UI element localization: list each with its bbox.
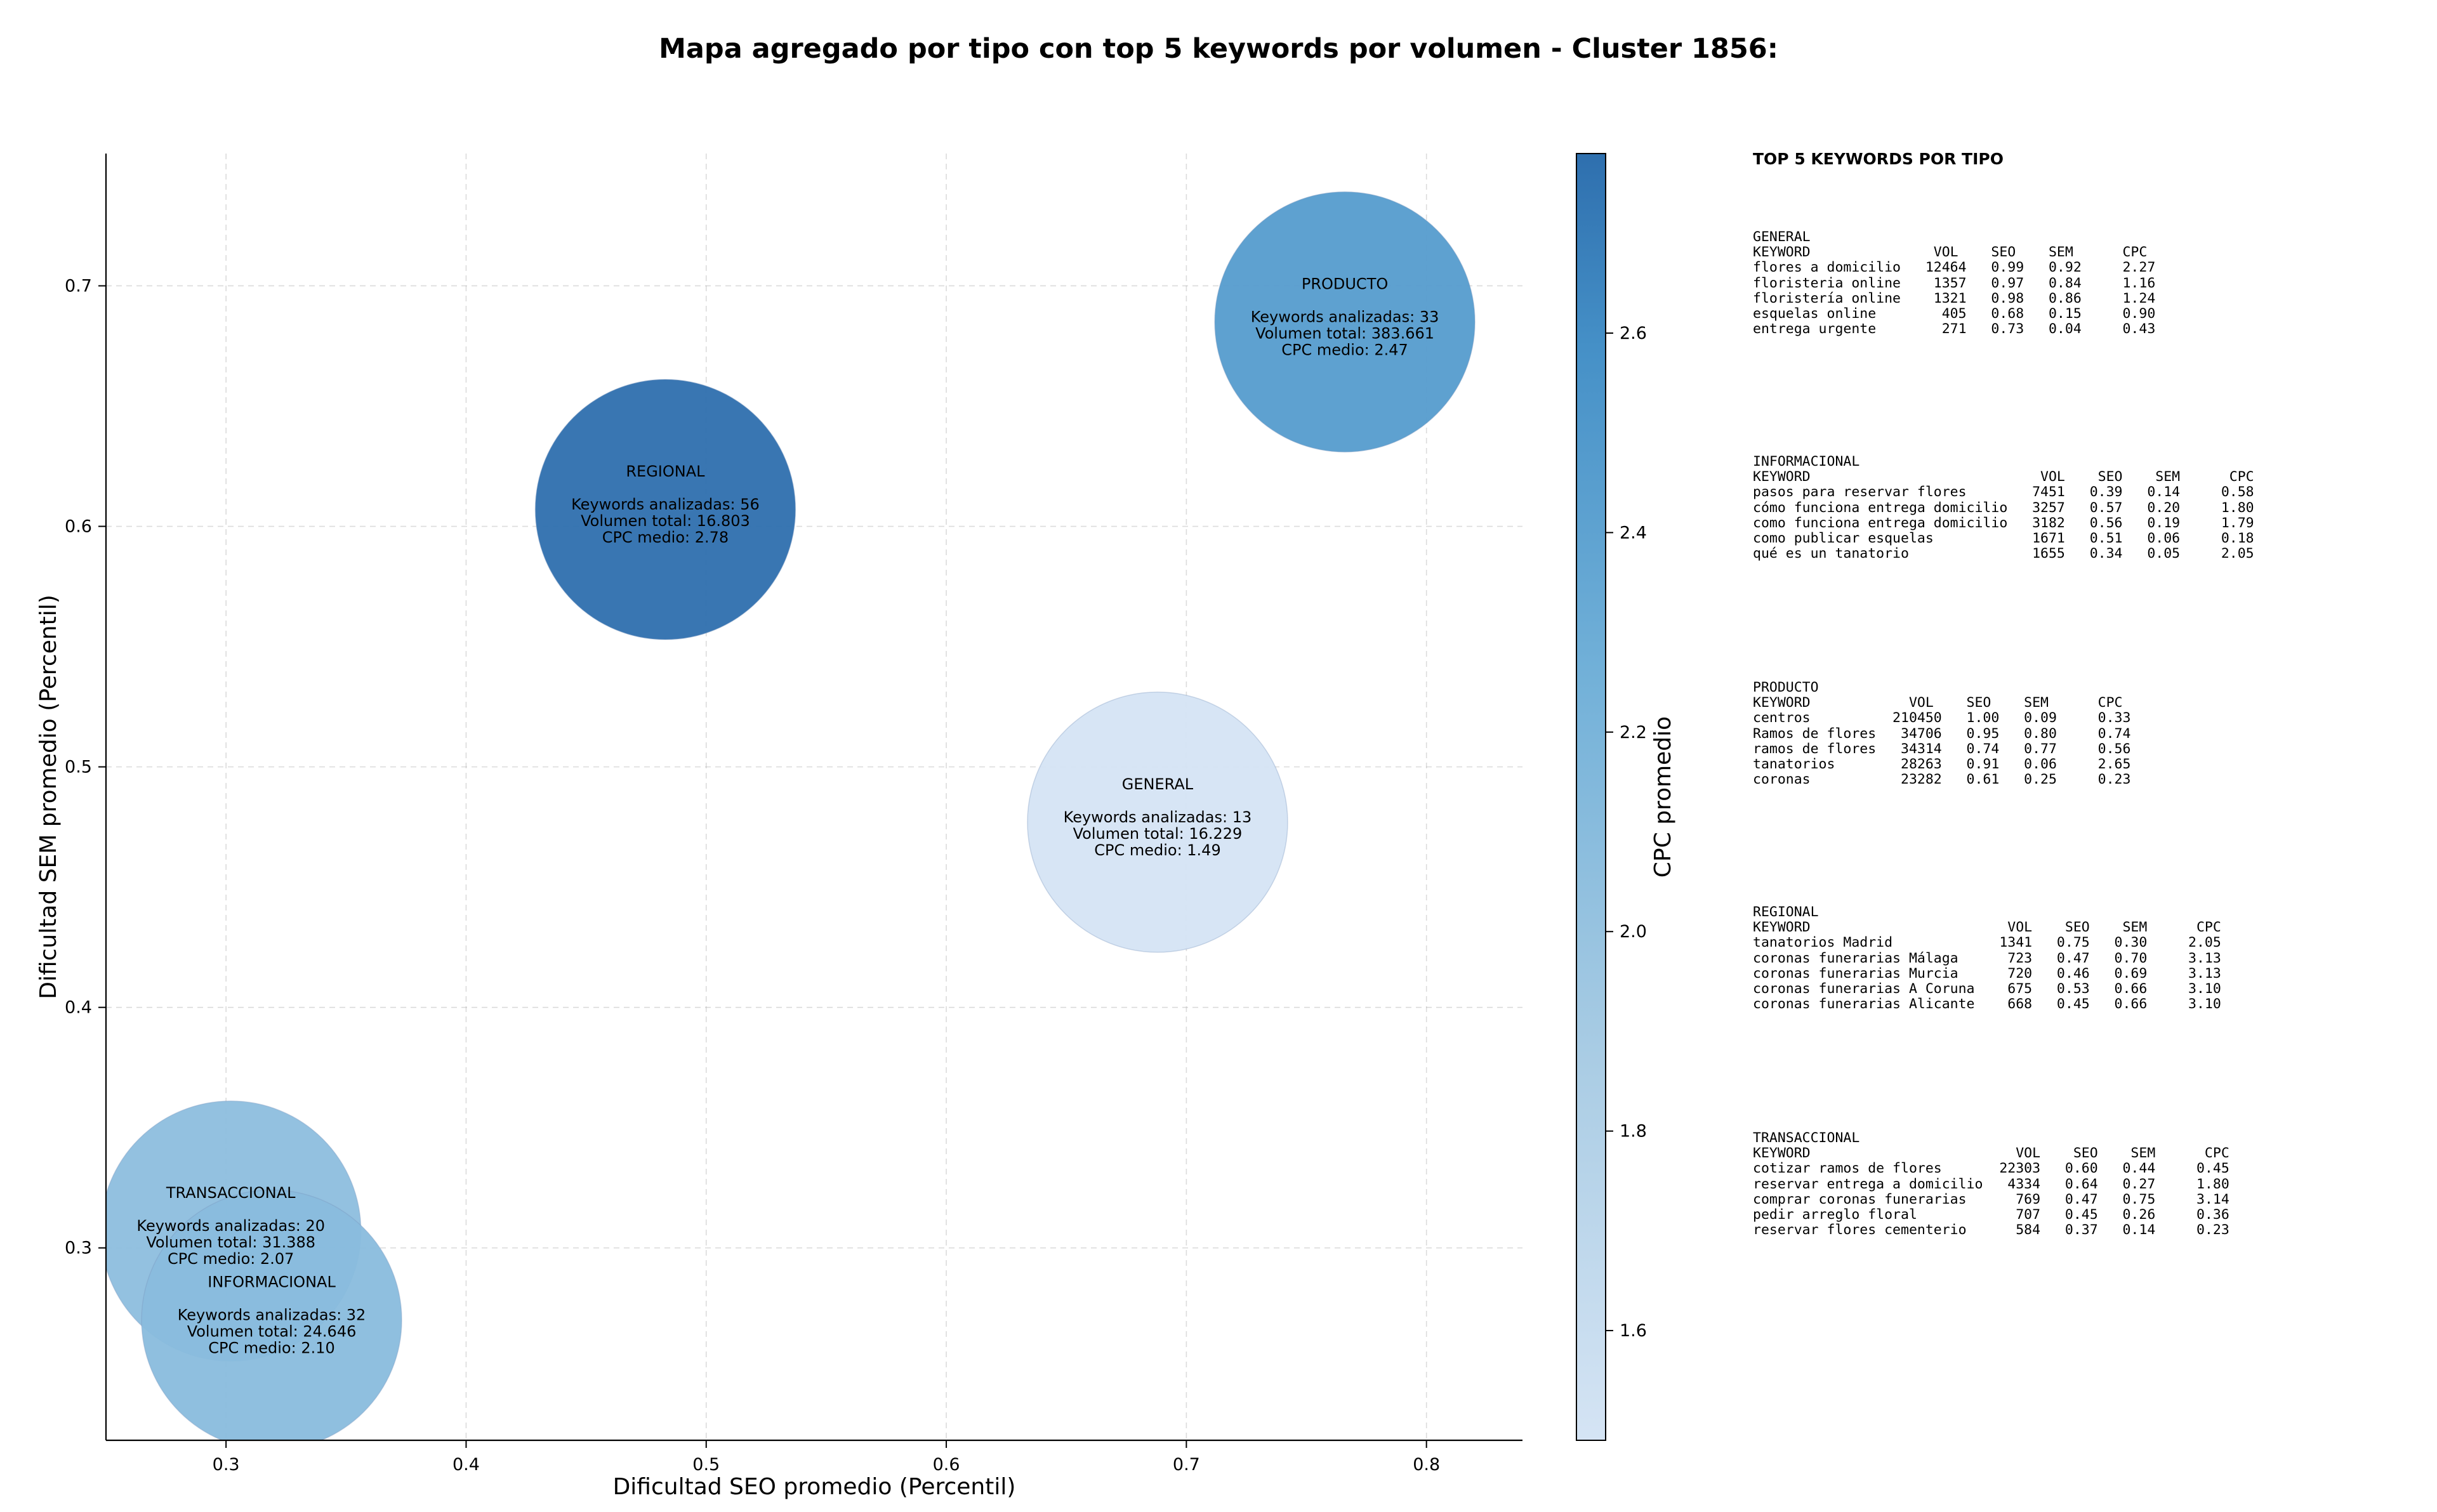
keyword-table-general: GENERAL KEYWORD VOL SEO SEM CPC flores a d… [1753, 229, 2156, 338]
colorbar-tick-label: 2.0 [1620, 922, 1647, 942]
colorbar-label: CPC promedio [1650, 716, 1676, 878]
keyword-table-header-row: KEYWORD VOL SEO SEM CPC [1753, 244, 2148, 261]
axes: 0.3 0.4 0.5 0.6 0.7 0.8 0.3 0.4 0.5 0.6 0.7 Dificul… [36, 154, 1522, 1500]
keyword-table-producto: PRODUCTO KEYWORD VOL SEO SEM CPC centros 2… [1753, 680, 2130, 787]
bubble-label-volume-line: Volumen total: 16.229 [1073, 825, 1243, 843]
colorbar-gradient [1576, 153, 1606, 1441]
chart-title: Mapa agregado por tipo con top 5 keyword… [659, 33, 1778, 65]
bubble-label-volume-line: Volumen total: 16.803 [581, 512, 750, 530]
bubble-label-label: GENERAL [1122, 775, 1194, 793]
bubble-label-volume-line: Volumen total: 24.646 [187, 1322, 357, 1340]
bubble-label-label: INFORMACIONAL [208, 1273, 336, 1291]
keyword-table-row: cotizar ramos de flores 22303 0.60 0.44 … [1753, 1160, 2229, 1177]
x-tick-label: 0.6 [933, 1455, 960, 1475]
keyword-table-row: esquelas online 405 0.68 0.15 0.90 [1753, 306, 2156, 322]
keyword-table-row: tanatorios Madrid 1341 0.75 0.30 2.05 [1753, 935, 2221, 951]
keyword-table-row: qué es un tanatorio 1655 0.34 0.05 2.05 [1753, 546, 2254, 562]
bubble-label-label: TRANSACCIONAL [166, 1184, 296, 1202]
keyword-table-row: pasos para reservar flores 7451 0.39 0.1… [1753, 484, 2254, 501]
bubble-label-cpc-line: CPC medio: 2.10 [208, 1339, 335, 1357]
y-tick-label: 0.4 [65, 998, 92, 1018]
y-axis-label: Dificultad SEM promedio (Percentil) [36, 595, 62, 999]
keyword-table-heading: INFORMACIONAL [1753, 454, 1860, 470]
keyword-table-row: ramos de flores 34314 0.74 0.77 0.56 [1753, 740, 2131, 757]
keyword-table-row: centros 210450 1.00 0.09 0.33 [1753, 710, 2131, 726]
keyword-table-header-row: KEYWORD VOL SEO SEM CPC [1753, 469, 2254, 485]
y-tick-label: 0.6 [65, 517, 92, 537]
colorbar-tick-label: 1.8 [1620, 1122, 1647, 1141]
bubble-label-keywords-line: Keywords analizadas: 33 [1251, 308, 1439, 325]
colorbar: 1.6 1.8 2.0 2.2 2.4 2.6 CPC promedio [1576, 153, 1676, 1441]
keyword-table-informacional: INFORMACIONAL KEYWORD VOL SEO SEM CPC paso… [1753, 454, 2254, 562]
y-tick-label: 0.7 [65, 276, 92, 296]
x-axis-label: Dificultad SEO promedio (Percentil) [613, 1474, 1016, 1500]
panel-title: TOP 5 KEYWORDS POR TIPO [1753, 150, 2004, 168]
x-tick-label: 0.5 [692, 1455, 720, 1475]
keyword-table-row: coronas funerarias Alicante 668 0.45 0.6… [1753, 996, 2221, 1013]
keyword-table-row: coronas funerarias Murcia 720 0.46 0.69 … [1753, 965, 2221, 982]
keyword-table-row: cómo funciona entrega domicilio 3257 0.5… [1753, 499, 2254, 516]
keyword-table-row: entrega urgente 271 0.73 0.04 0.43 [1753, 321, 2156, 338]
bubble-label-cpc-line: CPC medio: 2.07 [168, 1250, 294, 1268]
bubble-label-volume-line: Volumen total: 31.388 [146, 1233, 315, 1251]
keyword-table-row: pedir arreglo floral 707 0.45 0.26 0.36 [1753, 1207, 2229, 1223]
keyword-table-transaccional: TRANSACCIONAL KEYWORD VOL SEO SEM CPC coti… [1753, 1130, 2229, 1239]
bubble-producto [1214, 191, 1476, 453]
keyword-table-heading: TRANSACCIONAL [1753, 1130, 1860, 1146]
y-tick-label: 0.3 [65, 1239, 92, 1258]
bubble-regional [534, 379, 796, 640]
bubble-label-volume-line: Volumen total: 383.661 [1255, 324, 1434, 342]
bubble-label-keywords-line: Keywords analizadas: 32 [178, 1306, 366, 1324]
bubble-label-label: PRODUCTO [1302, 275, 1388, 293]
keyword-table-row: Ramos de flores 34706 0.95 0.80 0.74 [1753, 725, 2131, 742]
bubble-label-keywords-line: Keywords analizadas: 56 [571, 496, 760, 513]
x-tick-label: 0.7 [1173, 1455, 1200, 1475]
keyword-table-row: floristeria online 1357 0.97 0.84 1.16 [1753, 275, 2156, 291]
bubble-label-cpc-line: CPC medio: 2.47 [1281, 341, 1408, 358]
keyword-table-heading: GENERAL [1753, 229, 1811, 245]
keyword-table-heading: PRODUCTO [1753, 680, 1819, 695]
top-keywords-panel: TOP 5 KEYWORDS POR TIPO GENERAL KEYWORD V… [1753, 150, 2426, 1266]
keyword-table-row: coronas funerarias A Coruna 675 0.53 0.6… [1753, 981, 2221, 997]
x-tick-label: 0.3 [213, 1455, 240, 1475]
colorbar-tick-label: 2.6 [1620, 324, 1647, 343]
keyword-table-header-row: KEYWORD VOL SEO SEM CPC [1753, 695, 2123, 711]
keyword-table-row: coronas funerarias Málaga 723 0.47 0.70 … [1753, 950, 2221, 966]
keyword-table-row: reservar flores cementerio 584 0.37 0.14… [1753, 1222, 2229, 1239]
colorbar-tick-label: 2.4 [1620, 523, 1647, 542]
bubble-label-cpc-line: CPC medio: 2.78 [602, 529, 729, 546]
keyword-table-header-row: KEYWORD VOL SEO SEM CPC [1753, 919, 2221, 936]
keyword-table-row: comprar coronas funerarias 769 0.47 0.75… [1753, 1191, 2229, 1207]
bubble-label-keywords-line: Keywords analizadas: 13 [1064, 808, 1252, 826]
keyword-table-row: como publicar esquelas 1671 0.51 0.06 0.… [1753, 530, 2254, 547]
bubble-label-cpc-line: CPC medio: 1.49 [1094, 841, 1221, 859]
bubble-label-keywords-line: Keywords analizadas: 20 [136, 1217, 325, 1235]
keyword-table-row: reservar entrega a domicilio 4334 0.64 0… [1753, 1176, 2229, 1192]
keyword-table-header-row: KEYWORD VOL SEO SEM CPC [1753, 1145, 2229, 1162]
keyword-table-regional: REGIONAL KEYWORD VOL SEO SEM CPC tanatorio… [1753, 904, 2221, 1013]
keyword-table-row: tanatorios 28263 0.91 0.06 2.65 [1753, 756, 2131, 773]
keyword-table-row: floristería online 1321 0.98 0.86 1.24 [1753, 290, 2156, 306]
keyword-table-row: como funciona entrega domicilio 3182 0.5… [1753, 515, 2254, 531]
keyword-table-row: coronas 23282 0.61 0.25 0.23 [1753, 772, 2131, 788]
y-tick-label: 0.5 [65, 758, 92, 777]
keyword-table-row: flores a domicilio 12464 0.99 0.92 2.27 [1753, 260, 2156, 276]
keyword-table-heading: REGIONAL [1753, 904, 1819, 920]
colorbar-tick-label: 2.2 [1620, 723, 1647, 742]
x-tick-label: 0.4 [452, 1455, 480, 1475]
colorbar-tick-label: 1.6 [1620, 1321, 1647, 1341]
bubble-general [1027, 692, 1288, 953]
x-tick-label: 0.8 [1413, 1455, 1440, 1475]
bubble-informacional [141, 1189, 402, 1440]
bubbles [106, 191, 1476, 1440]
bubble-label-label: REGIONAL [626, 463, 705, 480]
